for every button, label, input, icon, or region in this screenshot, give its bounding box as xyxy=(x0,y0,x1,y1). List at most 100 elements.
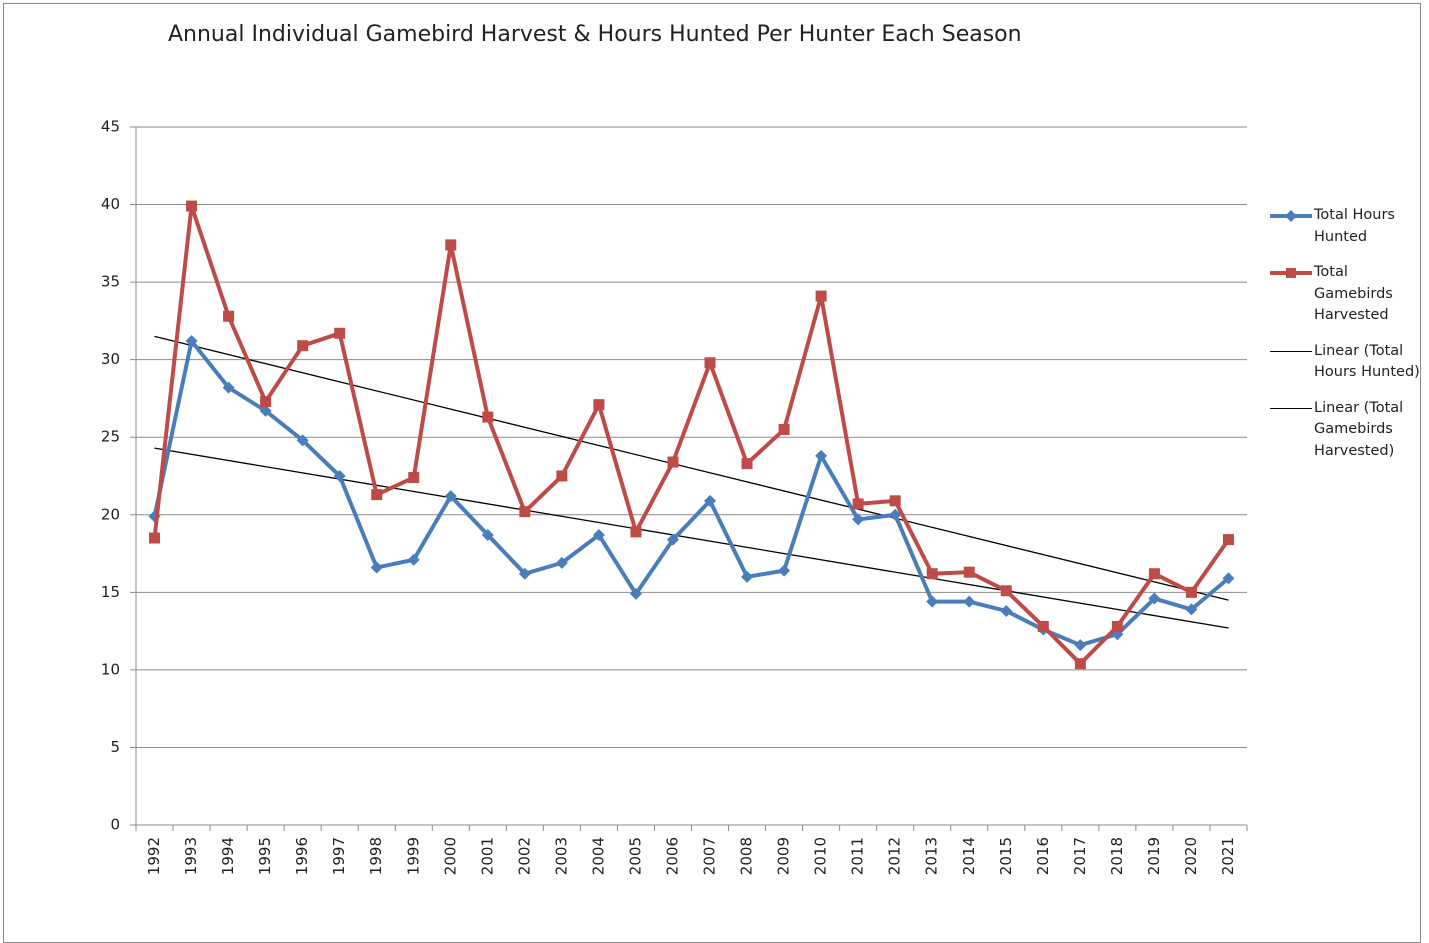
legend: Total Hours Hunted Total Gamebirds Harves… xyxy=(1270,205,1420,476)
marker xyxy=(667,456,679,468)
marker xyxy=(371,489,383,501)
marker xyxy=(334,327,346,339)
marker xyxy=(407,553,420,566)
marker xyxy=(518,567,531,580)
marker xyxy=(555,556,568,569)
y-tick-label: 25 xyxy=(101,428,120,446)
marker xyxy=(889,495,901,507)
y-tick-label: 0 xyxy=(110,816,120,834)
marker xyxy=(1185,603,1198,616)
legend-swatch xyxy=(1270,407,1312,410)
marker xyxy=(223,310,235,322)
x-tick-label: 2015 xyxy=(997,837,1015,875)
legend-marker xyxy=(1284,209,1298,223)
marker xyxy=(778,423,790,435)
x-tick-label: 2000 xyxy=(441,837,459,875)
chart-title: Annual Individual Gamebird Harvest & Hou… xyxy=(168,22,1022,47)
legend-swatch xyxy=(1270,350,1312,353)
legend-label: Total Hours Hunted xyxy=(1314,207,1395,245)
trendline xyxy=(154,447,1229,629)
x-tick-label: 2014 xyxy=(960,837,978,875)
marker xyxy=(445,239,457,251)
marker xyxy=(185,335,198,348)
legend-entry: Total Gamebirds Harvested xyxy=(1270,262,1420,327)
marker xyxy=(1074,658,1086,670)
x-tick-label: 2013 xyxy=(923,837,941,875)
marker xyxy=(296,434,309,447)
marker xyxy=(778,564,791,577)
x-tick-label: 2021 xyxy=(1219,837,1237,875)
marker xyxy=(1148,568,1160,580)
x-tick-label: 1999 xyxy=(404,837,422,875)
y-tick-label: 45 xyxy=(101,118,120,136)
legend-label: Total Gamebirds Harvested xyxy=(1314,264,1393,323)
marker xyxy=(333,470,346,482)
legend-marker xyxy=(1286,268,1296,278)
x-tick-label: 2019 xyxy=(1145,837,1163,875)
marker xyxy=(1074,639,1087,652)
marker xyxy=(481,528,494,541)
y-tick-label: 30 xyxy=(101,350,120,368)
x-tick-label: 1995 xyxy=(256,837,274,875)
x-tick-label: 2002 xyxy=(515,837,533,875)
marker xyxy=(926,595,939,608)
series-line xyxy=(152,339,1230,648)
trendline xyxy=(154,335,1229,601)
marker xyxy=(1148,592,1161,605)
marker xyxy=(482,411,494,423)
x-tick-label: 1992 xyxy=(145,837,163,875)
x-tick-label: 2020 xyxy=(1182,837,1200,875)
marker xyxy=(259,404,272,417)
series-line xyxy=(152,204,1231,666)
x-tick-label: 2006 xyxy=(663,837,681,875)
marker xyxy=(1222,572,1235,585)
x-tick-label: 2007 xyxy=(701,837,719,875)
marker xyxy=(741,570,754,583)
marker xyxy=(1000,585,1012,597)
y-tick-label: 10 xyxy=(101,660,120,678)
marker xyxy=(444,490,457,503)
x-tick-label: 2004 xyxy=(589,837,607,875)
marker xyxy=(963,566,975,578)
marker xyxy=(370,561,383,574)
x-tick-label: 1998 xyxy=(367,837,385,875)
y-tick-label: 5 xyxy=(110,738,120,756)
x-tick-label: 1997 xyxy=(330,837,348,875)
x-tick-label: 2017 xyxy=(1071,837,1089,875)
marker xyxy=(704,494,717,507)
marker xyxy=(889,508,902,521)
x-tick-label: 2008 xyxy=(738,837,756,875)
marker xyxy=(408,472,420,484)
marker xyxy=(630,526,642,538)
marker xyxy=(815,449,828,462)
marker xyxy=(741,458,753,470)
legend-entry: Linear (Total Hours Hunted) xyxy=(1270,341,1420,384)
x-tick-label: 2003 xyxy=(552,837,570,875)
x-tick-label: 2009 xyxy=(775,837,793,875)
marker xyxy=(260,396,272,408)
legend-label: Linear (Total Hours Hunted) xyxy=(1314,342,1420,381)
marker xyxy=(666,533,679,546)
marker xyxy=(186,200,198,212)
y-tick-label: 40 xyxy=(101,195,120,213)
marker xyxy=(963,595,976,608)
marker xyxy=(593,399,605,411)
marker xyxy=(852,513,865,526)
marker xyxy=(1185,586,1197,598)
marker xyxy=(629,587,642,600)
marker xyxy=(815,290,827,302)
x-tick-label: 2011 xyxy=(849,837,867,875)
marker xyxy=(149,532,161,544)
x-tick-label: 2005 xyxy=(626,837,644,875)
legend-entry: Linear (Total Gamebirds Harvested) xyxy=(1270,398,1420,463)
marker xyxy=(852,498,864,510)
marker xyxy=(519,506,531,518)
y-tick-label: 20 xyxy=(101,505,120,523)
legend-swatch xyxy=(1270,268,1312,278)
y-tick-label: 35 xyxy=(101,273,120,291)
marker xyxy=(222,381,235,394)
x-tick-label: 1994 xyxy=(219,837,237,875)
legend-entry: Total Hours Hunted xyxy=(1270,205,1420,248)
